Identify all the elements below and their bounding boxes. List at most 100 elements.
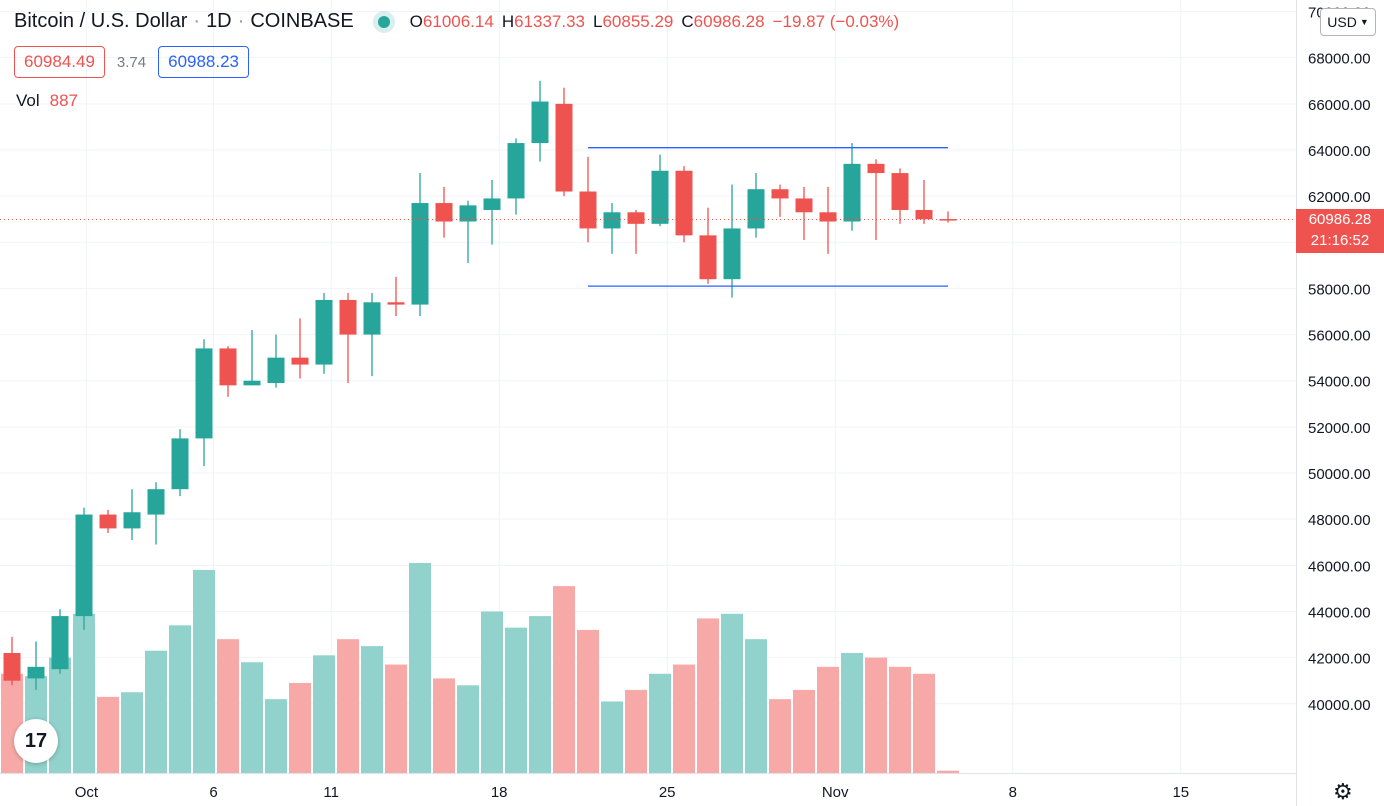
candle-body	[363, 302, 381, 335]
volume-bar	[409, 563, 431, 773]
candle-body	[795, 198, 813, 213]
x-tick-label: 25	[659, 784, 676, 801]
candle-body	[99, 514, 117, 529]
candle-body	[3, 653, 21, 681]
close-value: 60986.28	[693, 11, 765, 31]
separator-dot: ·	[237, 10, 245, 32]
last-price-label: 60986.28 21:16:52	[1296, 209, 1384, 253]
currency-label: USD	[1327, 14, 1357, 30]
candle-body	[339, 299, 357, 335]
interval-label[interactable]: 1D	[206, 10, 232, 32]
y-tick-label: 46000.00	[1308, 558, 1371, 575]
x-tick-label: 8	[1009, 784, 1017, 801]
live-status-icon	[377, 15, 390, 28]
high-value: 61337.33	[514, 11, 585, 31]
gear-icon[interactable]: ⚙	[1333, 779, 1353, 804]
y-tick-label: 66000.00	[1308, 97, 1371, 114]
volume-bar	[745, 639, 767, 773]
x-tick-label: 15	[1172, 784, 1189, 801]
volume-bar	[265, 699, 287, 773]
candle-body	[555, 103, 573, 192]
currency-dropdown[interactable]: USD ▼	[1320, 8, 1376, 36]
close-key: C	[681, 11, 694, 31]
separator-dot: ·	[193, 10, 201, 32]
volume-bar	[217, 639, 239, 773]
x-tick-label: 18	[491, 784, 508, 801]
spread-value: 3.74	[116, 53, 147, 71]
candle-body	[603, 212, 621, 229]
y-tick-label: 58000.00	[1308, 281, 1371, 298]
candles	[3, 80, 957, 690]
low-key: L	[593, 11, 603, 31]
drawn-lines[interactable]	[0, 147, 1296, 287]
candle-body	[147, 489, 165, 515]
candle-body	[171, 438, 189, 490]
symbol-name[interactable]: Bitcoin / U.S. Dollar	[14, 10, 188, 32]
volume-bar	[361, 646, 383, 773]
buy-price-button[interactable]: 60988.23	[158, 46, 250, 78]
grid	[0, 0, 1296, 773]
candle-body	[579, 191, 597, 229]
candle-body	[435, 203, 453, 222]
tradingview-logo[interactable]: 17	[14, 719, 58, 763]
candle-body	[507, 143, 525, 199]
volume-bar	[697, 618, 719, 773]
candle-body	[459, 205, 477, 222]
candle-body	[891, 173, 909, 210]
candle-body	[699, 235, 717, 280]
volume-bar	[481, 611, 503, 773]
candle-body	[531, 101, 549, 144]
volume-bar	[553, 586, 575, 773]
open-value: 61006.14	[422, 11, 494, 31]
y-tick-label: 62000.00	[1308, 189, 1371, 206]
x-tick-label: 11	[323, 784, 339, 801]
y-tick-label: 68000.00	[1308, 51, 1371, 68]
candle-body	[123, 512, 141, 529]
y-tick-label: 40000.00	[1308, 697, 1371, 714]
candle-body	[723, 228, 741, 280]
candle-body	[291, 357, 309, 365]
candle-body	[315, 299, 333, 365]
quote-row: 60984.49 3.74 60988.23	[14, 46, 250, 78]
volume-bar	[241, 662, 263, 773]
candle-body	[483, 198, 501, 210]
volume-bar	[73, 613, 95, 773]
y-tick-label: 64000.00	[1308, 143, 1371, 160]
volume-bar	[1, 673, 23, 773]
volume-bar	[433, 678, 455, 773]
last-price-value: 60986.28	[1308, 211, 1372, 228]
volume-legend: Vol 887	[16, 91, 78, 111]
y-tick-label: 42000.00	[1308, 651, 1371, 668]
candle-body	[219, 348, 237, 386]
volume-bar	[169, 625, 191, 773]
volume-bar	[625, 689, 647, 773]
volume-bar	[601, 701, 623, 773]
volume-bar	[841, 653, 863, 773]
volume-value: 887	[49, 91, 79, 110]
volume-bar	[457, 685, 479, 773]
high-key: H	[501, 11, 515, 31]
x-tick-label: 6	[209, 784, 217, 801]
sell-price-button[interactable]: 60984.49	[14, 46, 105, 78]
y-tick-label: 50000.00	[1308, 466, 1371, 483]
candle-body	[915, 209, 933, 220]
volume-bar	[769, 699, 791, 773]
volume-bar	[313, 655, 335, 773]
candle-body	[195, 348, 213, 439]
ohlc-values: O61006.14 H61337.33 L60855.29 C60986.28 …	[410, 12, 908, 32]
candle-body	[627, 212, 645, 224]
volume-bar	[817, 666, 839, 773]
volume-bar	[193, 569, 215, 773]
candle-body	[747, 189, 765, 229]
candle-body	[771, 189, 789, 199]
volume-bar	[793, 689, 815, 773]
volume-bar	[337, 639, 359, 773]
low-value: 60855.29	[602, 11, 674, 31]
exchange-label: COINBASE	[250, 10, 354, 32]
candle-body	[411, 203, 429, 305]
volume-bar	[721, 613, 743, 773]
volume-label[interactable]: Vol	[16, 91, 40, 110]
volume-bars	[1, 563, 959, 773]
